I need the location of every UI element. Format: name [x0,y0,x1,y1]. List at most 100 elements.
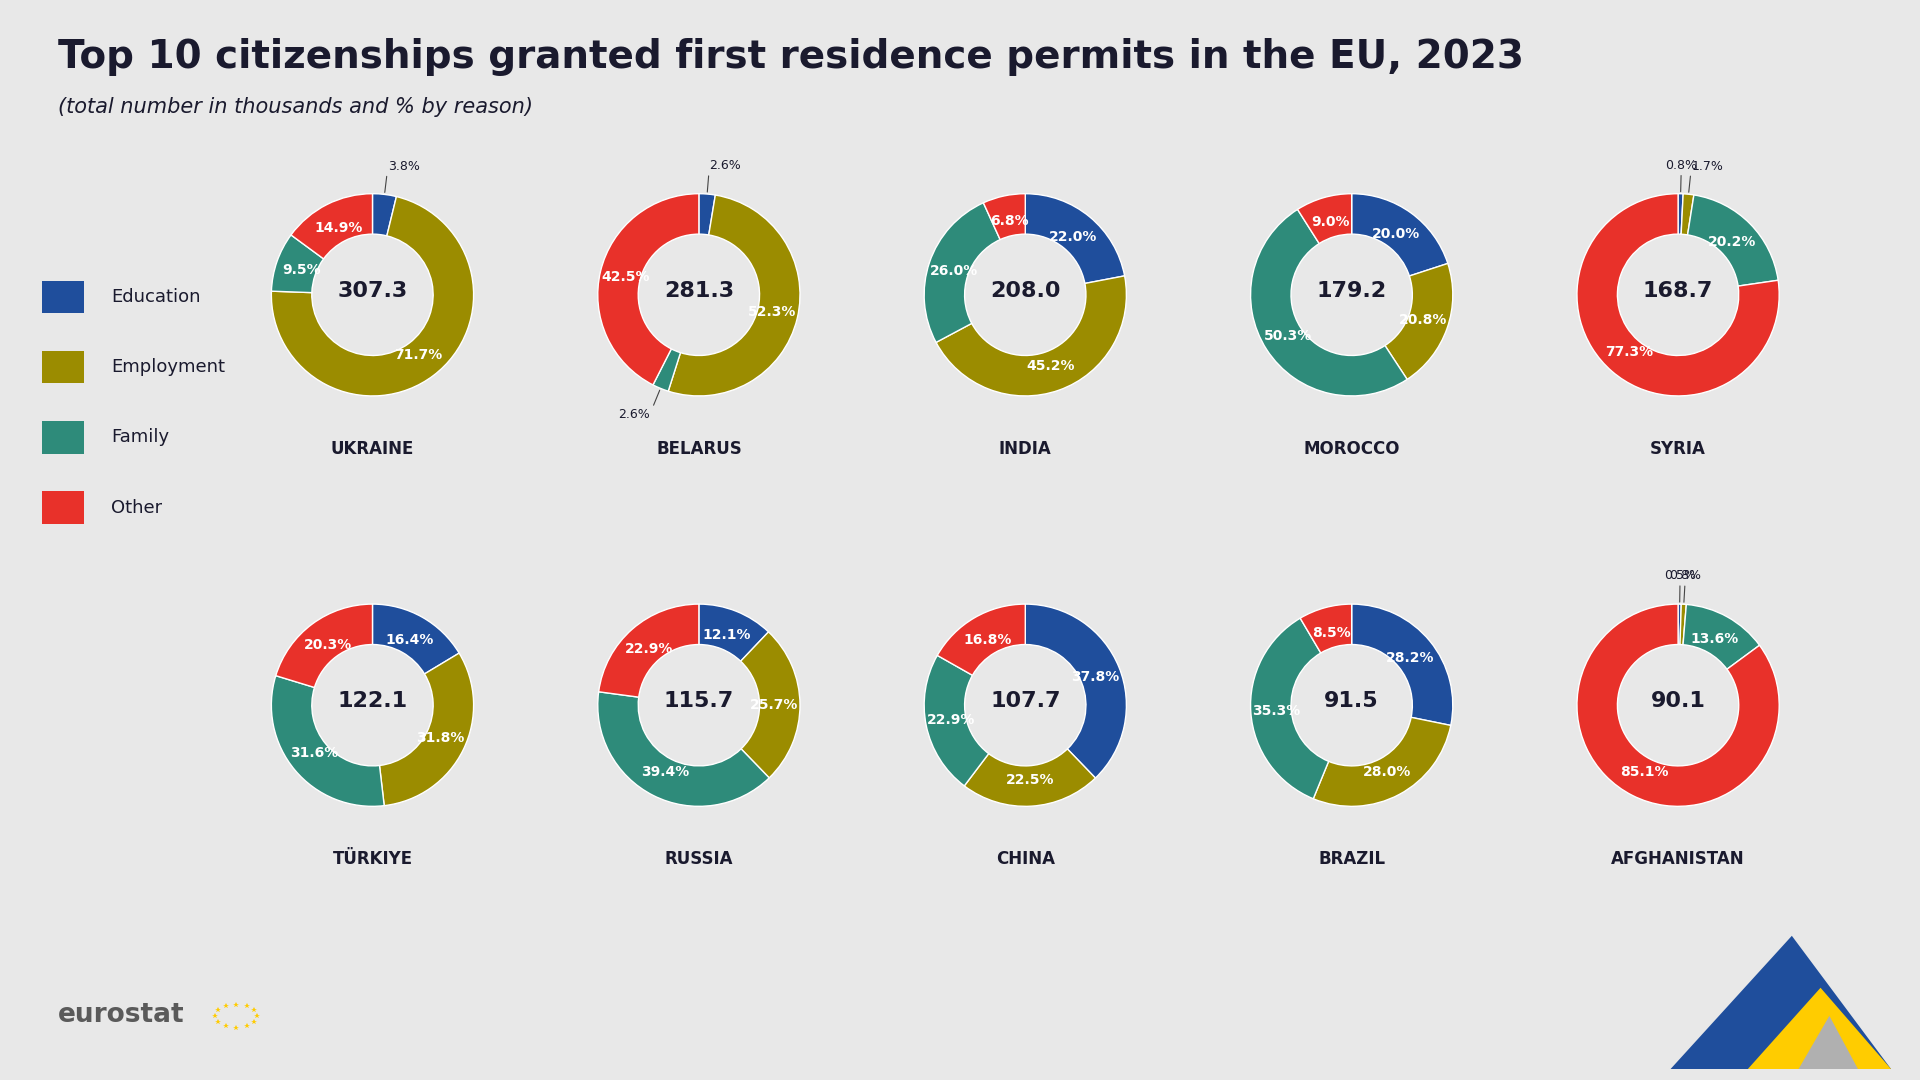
Text: 12.1%: 12.1% [703,629,751,643]
Wedge shape [937,604,1025,675]
Wedge shape [1298,193,1352,244]
Text: (total number in thousands and % by reason): (total number in thousands and % by reas… [58,97,532,118]
Text: 168.7: 168.7 [1644,281,1713,300]
Text: 50.3%: 50.3% [1263,328,1313,342]
Wedge shape [597,193,699,384]
Text: 45.2%: 45.2% [1025,359,1075,373]
Wedge shape [597,692,770,807]
Text: Education: Education [111,288,202,306]
Wedge shape [372,193,396,235]
Wedge shape [1680,604,1686,645]
Text: Employment: Employment [111,359,225,376]
Text: 26.0%: 26.0% [929,264,977,278]
Wedge shape [276,604,372,688]
Text: BELARUS: BELARUS [657,440,741,458]
Wedge shape [924,656,989,786]
Text: 8.5%: 8.5% [1313,625,1352,639]
Wedge shape [1684,605,1759,670]
Wedge shape [741,632,801,778]
Text: 85.1%: 85.1% [1620,766,1668,780]
Text: 281.3: 281.3 [664,281,733,300]
Text: 20.8%: 20.8% [1398,313,1448,327]
Wedge shape [372,604,459,674]
Wedge shape [1025,604,1127,778]
Text: 9.0%: 9.0% [1311,216,1350,229]
Wedge shape [1678,604,1682,645]
Text: 22.0%: 22.0% [1048,230,1098,244]
Text: 3.8%: 3.8% [388,160,420,173]
Text: 14.9%: 14.9% [315,220,363,234]
Wedge shape [1576,193,1780,396]
Wedge shape [1352,193,1448,276]
Wedge shape [271,676,384,807]
Text: CHINA: CHINA [996,850,1054,868]
Text: 6.8%: 6.8% [991,214,1029,228]
Polygon shape [1670,935,1891,1069]
Text: 16.4%: 16.4% [386,633,434,647]
Text: 2.6%: 2.6% [618,408,649,421]
Text: 13.6%: 13.6% [1692,633,1740,647]
Text: 107.7: 107.7 [991,691,1060,711]
Wedge shape [1313,717,1452,807]
Text: 115.7: 115.7 [664,691,733,711]
Text: 35.3%: 35.3% [1252,704,1300,717]
Wedge shape [924,203,1000,342]
Text: 77.3%: 77.3% [1605,345,1653,359]
Text: UKRAINE: UKRAINE [330,440,415,458]
Wedge shape [1688,195,1778,286]
Wedge shape [1250,618,1329,799]
Wedge shape [653,349,680,391]
Wedge shape [1352,604,1453,726]
Wedge shape [599,604,699,698]
Text: 0.8%: 0.8% [1668,569,1701,582]
Text: Family: Family [111,429,169,446]
Text: 22.5%: 22.5% [1006,773,1054,787]
Text: 0.5%: 0.5% [1665,569,1695,582]
Text: MOROCCO: MOROCCO [1304,440,1400,458]
Wedge shape [1025,193,1125,283]
Text: 25.7%: 25.7% [751,698,799,712]
Wedge shape [292,193,372,259]
Wedge shape [1300,604,1352,653]
Text: 179.2: 179.2 [1317,281,1386,300]
Text: 39.4%: 39.4% [641,766,689,780]
Text: 90.1: 90.1 [1651,691,1705,711]
Wedge shape [699,193,716,235]
Text: 91.5: 91.5 [1325,691,1379,711]
Text: 22.9%: 22.9% [626,642,674,656]
Wedge shape [668,195,801,396]
Wedge shape [1682,193,1693,234]
Text: 1.7%: 1.7% [1692,160,1724,173]
Polygon shape [1799,1016,1859,1069]
Text: 16.8%: 16.8% [964,633,1012,647]
Text: 71.7%: 71.7% [394,348,442,362]
Text: 42.5%: 42.5% [601,270,649,284]
Text: 20.3%: 20.3% [303,637,351,651]
Wedge shape [1678,193,1684,234]
Text: SYRIA: SYRIA [1649,440,1707,458]
Wedge shape [1250,210,1407,396]
Wedge shape [983,193,1025,240]
Text: 22.9%: 22.9% [927,714,975,728]
Wedge shape [1384,264,1453,379]
Text: BRAZIL: BRAZIL [1319,850,1384,868]
Wedge shape [937,275,1127,396]
Wedge shape [271,197,474,396]
Wedge shape [964,748,1096,807]
Text: INDIA: INDIA [998,440,1052,458]
Text: 28.0%: 28.0% [1363,765,1411,779]
Text: 37.8%: 37.8% [1071,670,1119,684]
Text: 9.5%: 9.5% [282,264,321,278]
Text: 307.3: 307.3 [338,281,407,300]
Text: 0.8%: 0.8% [1665,159,1697,172]
Text: eurostat: eurostat [58,1002,184,1028]
Text: 20.0%: 20.0% [1371,227,1421,241]
Wedge shape [271,235,324,293]
Text: 20.2%: 20.2% [1707,234,1757,248]
Text: 52.3%: 52.3% [749,306,797,320]
Text: TÜRKIYE: TÜRKIYE [332,850,413,868]
Text: 31.8%: 31.8% [417,731,465,745]
Text: 2.6%: 2.6% [710,160,741,173]
Text: 31.6%: 31.6% [290,746,338,760]
Text: 28.2%: 28.2% [1386,650,1434,664]
